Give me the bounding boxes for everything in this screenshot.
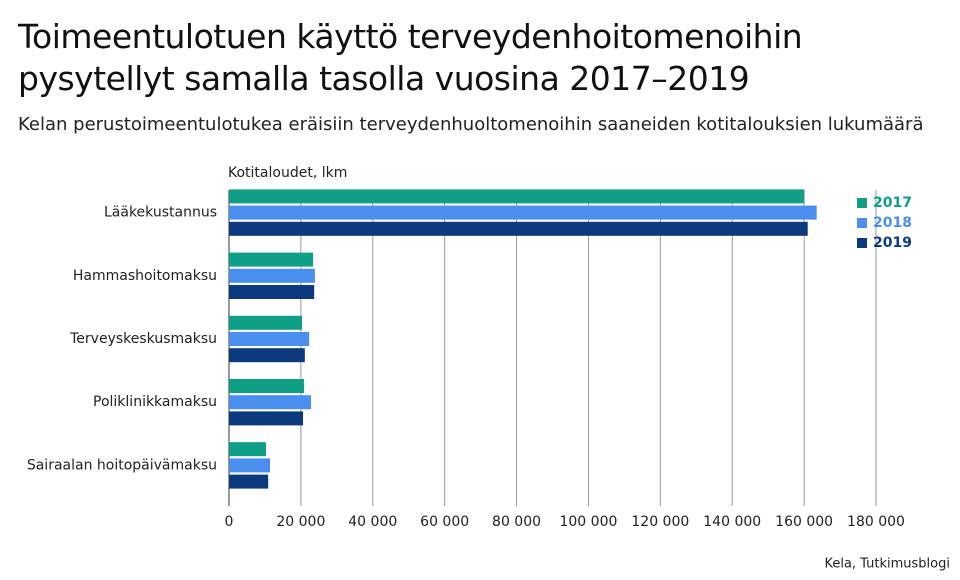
y-tick-label: Terveyskeskusmaksu bbox=[69, 331, 217, 347]
bar bbox=[229, 442, 267, 457]
y-tick-label: Sairaalan hoitopäivämaksu bbox=[27, 457, 217, 473]
bar bbox=[229, 205, 817, 220]
legend-label: 2019 bbox=[873, 235, 912, 251]
legend-swatch bbox=[857, 218, 867, 228]
x-tick-label: 180 000 bbox=[847, 514, 905, 530]
bar bbox=[229, 411, 304, 426]
x-tick-label: 100 000 bbox=[559, 514, 617, 530]
bar bbox=[229, 252, 314, 267]
bar bbox=[229, 395, 311, 410]
bar bbox=[229, 332, 310, 346]
bar bbox=[229, 268, 315, 283]
x-tick-label: 0 bbox=[225, 514, 234, 530]
x-tick-label: 160 000 bbox=[775, 514, 833, 530]
y-tick-label: Lääkekustannus bbox=[104, 205, 217, 221]
legend-swatch bbox=[857, 198, 867, 208]
bar bbox=[229, 285, 315, 299]
axis-label: Kotitaloudet, lkm bbox=[228, 165, 347, 181]
chart-title: Toimeentulotuen käyttö terveydenhoitomen… bbox=[18, 17, 803, 98]
bar bbox=[229, 474, 269, 489]
chart-subtitle: Kelan perustoimeentulotukea eräisiin ter… bbox=[18, 114, 924, 135]
y-tick-label: Hammashoitomaksu bbox=[73, 268, 217, 284]
bar bbox=[229, 379, 305, 393]
x-tick-label: 80 000 bbox=[492, 514, 541, 530]
bar bbox=[229, 189, 805, 204]
x-tick-label: 60 000 bbox=[420, 514, 469, 530]
legend-label: 2017 bbox=[873, 195, 912, 211]
source: Kela, Tutkimusblogi bbox=[824, 557, 950, 572]
y-tick-label: Poliklinikkamaksu bbox=[93, 394, 217, 410]
legend-swatch bbox=[857, 238, 867, 248]
bar bbox=[229, 458, 270, 473]
x-tick-label: 120 000 bbox=[631, 514, 689, 530]
bar bbox=[229, 348, 305, 363]
x-tick-label: 40 000 bbox=[348, 514, 397, 530]
x-tick-label: 20 000 bbox=[276, 514, 325, 530]
bar bbox=[229, 315, 302, 330]
x-tick-label: 140 000 bbox=[703, 514, 761, 530]
legend-label: 2018 bbox=[873, 215, 912, 231]
bar bbox=[229, 221, 808, 236]
